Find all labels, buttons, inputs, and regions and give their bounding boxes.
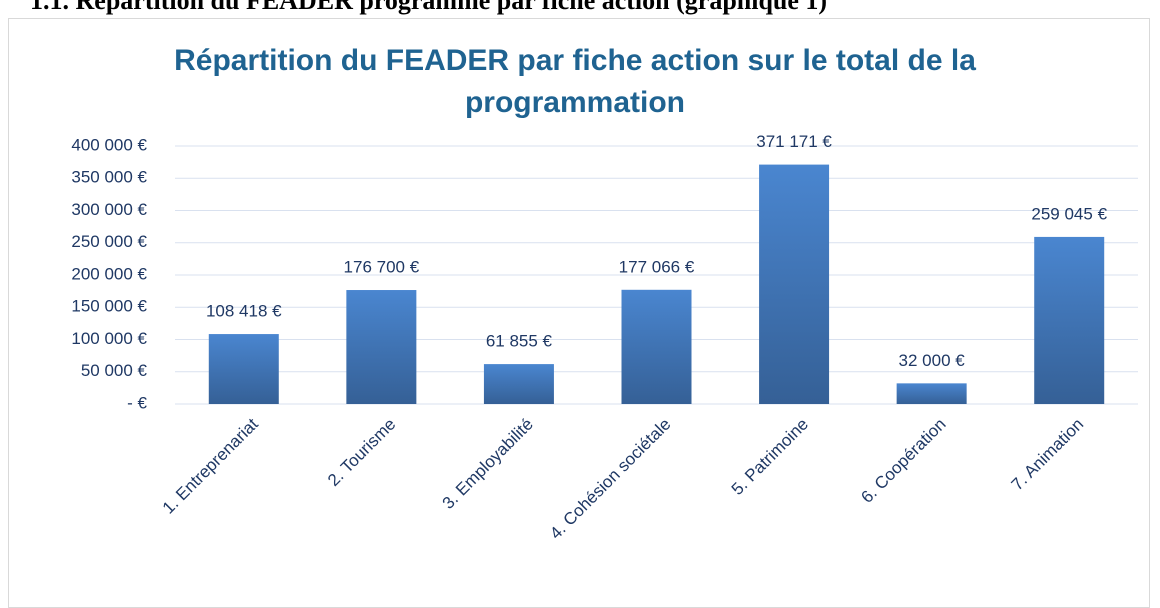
x-tick-label: 5. Patrimoine [728, 415, 812, 499]
heading: 1.1. Répartition du FEADER programmé par… [30, 0, 828, 15]
x-tick-label: 1. Entreprenariat [159, 414, 262, 517]
y-tick-label: 150 000 € [71, 297, 147, 316]
x-tick-label: 6. Coopération [857, 415, 949, 507]
y-tick-label: 50 000 € [81, 361, 148, 380]
bar [483, 364, 554, 404]
y-tick-label: 100 000 € [71, 329, 147, 348]
data-label: 32 000 € [899, 351, 966, 370]
y-tick-label: - € [127, 393, 147, 412]
y-tick-label: 250 000 € [71, 232, 147, 251]
data-label: 259 045 € [1031, 204, 1107, 223]
bar [896, 383, 967, 404]
bar [1034, 236, 1105, 404]
x-tick-label: 3. Employabilité [439, 415, 537, 513]
bar [621, 289, 692, 404]
x-tick-label: 2. Tourisme [324, 415, 399, 490]
x-tick-label: 7. Animation [1008, 415, 1088, 495]
bar [346, 290, 417, 404]
data-label: 176 700 € [344, 258, 420, 277]
bar [208, 334, 279, 404]
chart-title: Répartition du FEADER par fiche action s… [174, 44, 976, 119]
y-tick-label: 400 000 € [71, 135, 147, 154]
data-label: 108 418 € [206, 302, 282, 321]
y-tick-label: 200 000 € [71, 264, 147, 283]
data-label: 177 066 € [619, 257, 695, 276]
data-label: 371 171 € [756, 132, 832, 151]
bar [759, 164, 830, 404]
x-tick-label: 4. Cohésion sociétale [546, 415, 674, 543]
data-label: 61 855 € [486, 332, 553, 351]
y-tick-label: 300 000 € [71, 200, 147, 219]
y-tick-label: 350 000 € [71, 168, 147, 187]
